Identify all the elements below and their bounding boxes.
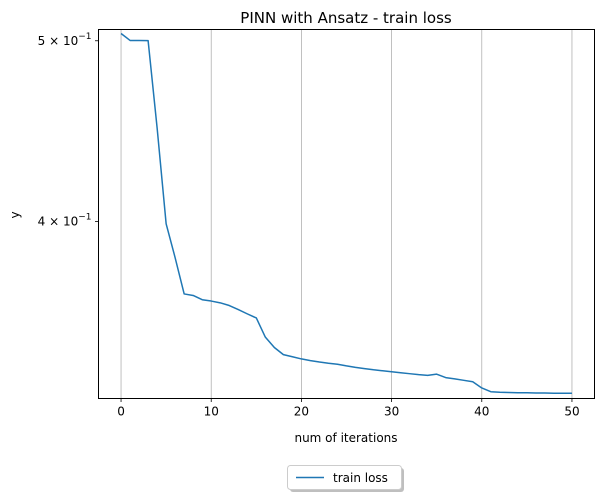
y-tick-exponent: −1 <box>78 213 91 223</box>
x-tick-label: 30 <box>384 405 399 419</box>
legend-label: train loss <box>333 471 388 485</box>
legend: train loss <box>287 465 404 492</box>
x-tick-label: 10 <box>204 405 219 419</box>
plot-frame <box>98 29 595 399</box>
y-tick-label: 4 × 10−1 <box>38 213 92 229</box>
y-tick-exponent: −1 <box>78 32 91 42</box>
legend-box <box>287 465 402 490</box>
x-axis: 0 10 20 30 40 50 <box>117 398 580 419</box>
grid <box>120 29 573 399</box>
y-axis: 5 × 10−1 4 × 10−1 <box>38 32 99 229</box>
series-line-0 <box>120 32 572 394</box>
x-tick-label: 20 <box>294 405 309 419</box>
chart-title: PINN with Ansatz - train loss <box>240 9 452 27</box>
y-tick-label: 5 × 10−1 <box>38 32 92 48</box>
x-tick-label: 40 <box>474 405 489 419</box>
x-tick-label: 0 <box>117 405 125 419</box>
x-axis-label: num of iterations <box>294 431 397 445</box>
x-tick-label: 50 <box>564 405 579 419</box>
series-lines <box>120 32 572 394</box>
y-axis-label: y <box>8 211 22 218</box>
